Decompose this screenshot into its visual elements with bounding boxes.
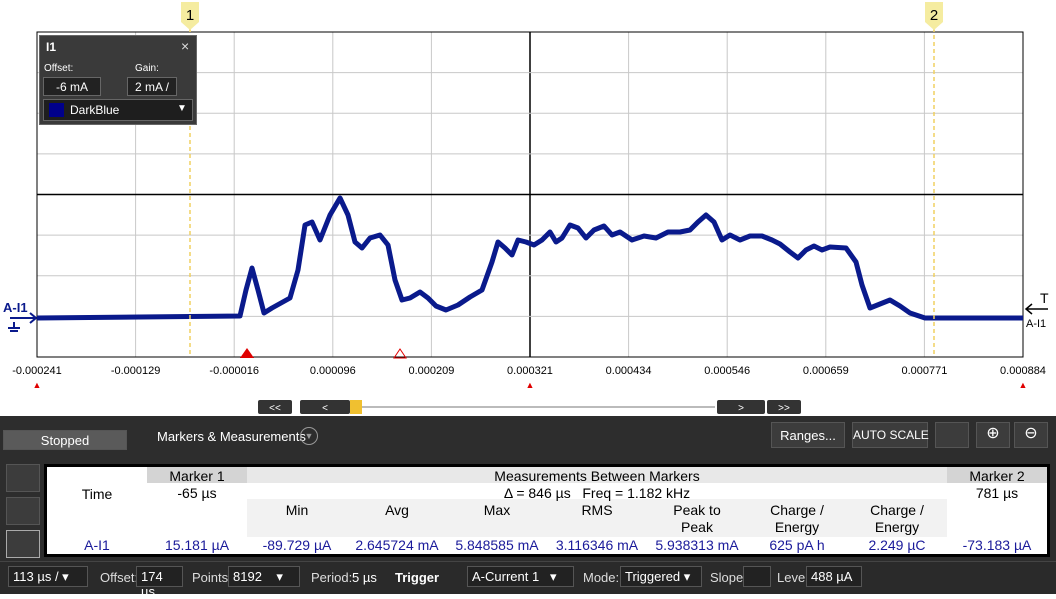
column-header: Min	[285, 502, 309, 518]
close-button[interactable]: ×	[181, 38, 190, 54]
header-time: Time	[81, 486, 113, 502]
measurement-value: 2.249 µC	[868, 537, 926, 553]
column-header: Peak to Peak	[673, 502, 721, 535]
measurements-tab[interactable]: Markers & Measurements	[157, 429, 306, 444]
header-between: Measurements Between Markers	[494, 468, 700, 484]
nav-next-label[interactable]: >	[738, 403, 744, 414]
column-header: Charge / Energy	[770, 502, 824, 535]
marker-label: 1	[186, 7, 194, 24]
between-summary: Δ = 846 µs Freq = 1.182 kHz	[503, 485, 691, 501]
trigger-source: A-Current 1	[472, 569, 540, 584]
measurement-value: 5.848585 mA	[455, 537, 539, 553]
measurement-value: 625 pA h	[769, 537, 825, 553]
x-tick-label: -0.000016	[209, 365, 259, 377]
x-tick-label: 0.000884	[1000, 365, 1046, 377]
nav-first[interactable]	[258, 400, 292, 414]
offset-label: Offset:	[44, 63, 74, 74]
color-name: DarkBlue	[70, 103, 120, 117]
header-marker2: Marker 2	[969, 468, 1025, 484]
marker-flag[interactable]	[181, 2, 199, 30]
nav-first-label[interactable]: <<	[269, 403, 281, 414]
header-marker1: Marker 1	[169, 468, 225, 484]
nav-slider-thumb[interactable]	[350, 400, 362, 414]
mode-label: Mode:	[583, 570, 620, 585]
color-select[interactable]: DarkBlue ▼	[43, 99, 193, 121]
column-header: Max	[483, 502, 511, 518]
offset-input[interactable]: -6 mA	[43, 77, 101, 96]
column-header: RMS	[581, 502, 613, 518]
offset-label: Offset:	[100, 570, 139, 585]
measurement-value: -89.729 µA	[262, 537, 332, 553]
level-input[interactable]: 488 µA	[806, 566, 862, 587]
mode-select[interactable]: Triggered ▾	[620, 566, 702, 587]
x-tick-label: -0.000129	[111, 365, 161, 377]
ranges-button[interactable]: Ranges...	[771, 422, 845, 448]
x-tick-arrow: ▲	[33, 380, 42, 390]
nav-last-label[interactable]: >>	[778, 403, 790, 414]
trigger-source-select[interactable]: A-Current 1 ▾	[467, 566, 574, 587]
column-header: Charge / Energy	[870, 502, 924, 535]
points-select[interactable]: 8192 ▾	[228, 566, 300, 587]
marker2-time: 781 µs	[975, 485, 1019, 501]
zoom-out-button[interactable]: ⊖	[1014, 422, 1048, 448]
nav-prev[interactable]	[300, 400, 350, 414]
status-button[interactable]: Stopped	[3, 430, 127, 450]
marker-flag[interactable]	[925, 2, 943, 30]
x-tick-label: 0.000096	[310, 365, 356, 377]
zoom-box-button[interactable]	[935, 422, 969, 448]
measurement-table: Time Marker 1 Measurements Between Marke…	[44, 464, 1050, 557]
marker-label: 2	[930, 7, 938, 24]
waveform	[36, 195, 1023, 321]
slope-label: Slope:	[710, 570, 747, 585]
gain-input[interactable]: 2 mA /	[127, 77, 177, 96]
timebase: 113 µs /	[13, 569, 59, 584]
column-header: Avg	[385, 502, 409, 518]
x-tick-label: 0.000434	[606, 365, 652, 377]
tool-button[interactable]	[6, 464, 40, 492]
trigger-channel: A-I1	[1026, 318, 1046, 330]
x-tick-arrow: ▲	[526, 380, 535, 390]
nav-prev-label[interactable]: <	[322, 403, 328, 414]
nav-next[interactable]	[717, 400, 765, 414]
slope-button[interactable]	[743, 566, 771, 587]
plot-border	[36, 31, 1024, 358]
level-label: Level:	[777, 570, 812, 585]
trigger-label: T	[1040, 290, 1049, 306]
x-tick-label: 0.000209	[408, 365, 454, 377]
timebase-select[interactable]: 113 µs / ▾	[8, 566, 88, 587]
marker1-time: -65 µs	[177, 485, 217, 501]
measurement-value: 5.938313 mA	[655, 537, 739, 553]
x-tick-label: 0.000321	[507, 365, 553, 377]
tool-button[interactable]	[6, 497, 40, 525]
mode: Triggered	[625, 569, 681, 584]
period-label: Period:	[311, 570, 353, 585]
row-label: A-I1	[84, 537, 110, 553]
marker2-value: -73.183 µA	[962, 537, 1032, 553]
trigger-label: Trigger	[395, 570, 440, 585]
x-tick-label: 0.000546	[704, 365, 750, 377]
nav-last[interactable]	[767, 400, 801, 414]
offset-input[interactable]: 174 µs	[136, 566, 183, 599]
measurement-value: 3.116346 mA	[555, 537, 639, 553]
x-tick-label: 0.000659	[803, 365, 849, 377]
channel-panel: I1 × Offset: Gain: -6 mA 2 mA / DarkBlue…	[39, 35, 197, 125]
tool-button[interactable]	[6, 530, 40, 558]
points: 8192	[233, 569, 262, 584]
x-tick-label: 0.000771	[901, 365, 947, 377]
zoom-in-button[interactable]: ⊕	[976, 422, 1010, 448]
measurement-value: 2.645724 mA	[355, 537, 439, 553]
x-tick-label: -0.000241	[12, 365, 62, 377]
x-tick-arrow: ▲	[1019, 380, 1028, 390]
period: 5 µs	[352, 570, 377, 585]
gain-label: Gain:	[135, 63, 159, 74]
points-label: Points:	[192, 570, 232, 585]
channel-label: A-I1	[3, 300, 28, 315]
marker1-value: 15.181 µA	[164, 537, 230, 553]
channel-title: I1	[46, 40, 57, 54]
auto-scale-button[interactable]: AUTO SCALE	[852, 422, 929, 448]
